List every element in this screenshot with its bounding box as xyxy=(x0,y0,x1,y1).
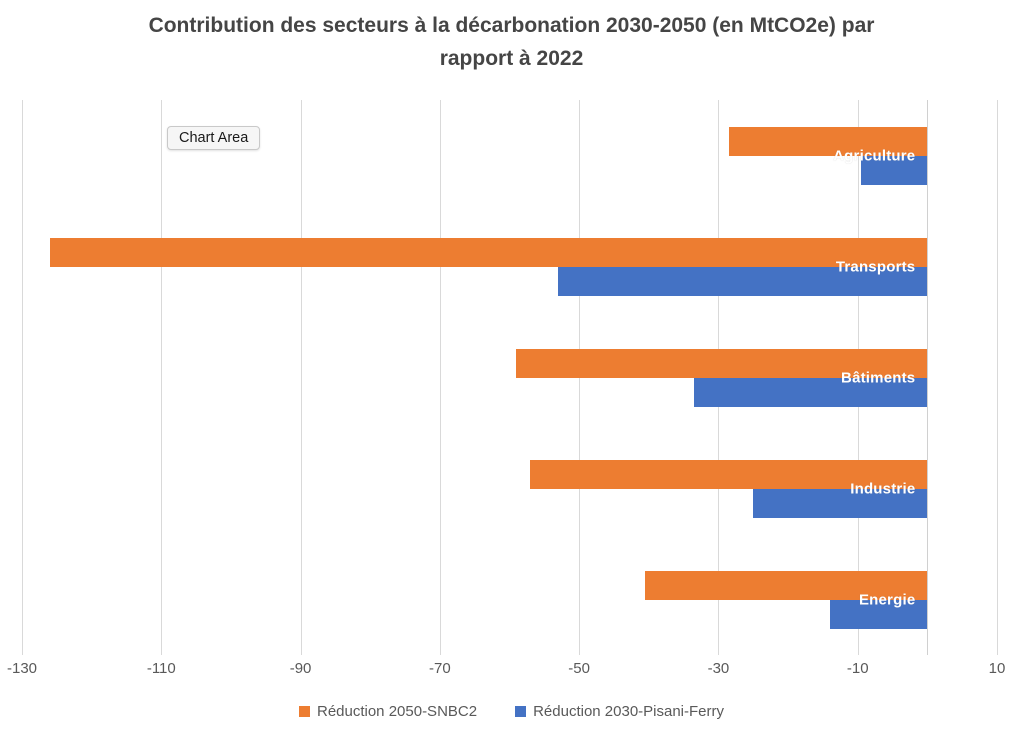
gridline-10 xyxy=(997,100,998,655)
gridline--90 xyxy=(300,100,302,655)
category-label-b-timents: Bâtiments xyxy=(841,369,916,386)
gridline--70 xyxy=(439,100,441,655)
legend-swatch-icon xyxy=(515,706,527,717)
category-label-agriculture: Agriculture xyxy=(833,147,916,164)
chart-area-tooltip: Chart Area xyxy=(167,126,261,150)
zero-axis-line xyxy=(927,100,929,655)
x-tick-label-10: 10 xyxy=(988,660,1006,677)
bar-r-duction-2050-snbc2-transports[interactable] xyxy=(49,237,928,267)
x-tick-label--10: -10 xyxy=(846,660,869,677)
bar-r-duction-2050-snbc2-b-timents[interactable] xyxy=(516,348,928,378)
category-label-energie: Energie xyxy=(858,591,916,608)
x-tick-label--130: -130 xyxy=(6,660,38,677)
bar-r-duction-2050-snbc2-energie[interactable] xyxy=(645,570,928,600)
bar-r-duction-2030-pisani-ferry-transports[interactable] xyxy=(558,266,928,296)
bar-r-duction-2030-pisani-ferry-industrie[interactable] xyxy=(753,488,928,518)
gridline--50 xyxy=(579,100,581,655)
gridline--110 xyxy=(161,100,163,655)
x-tick-label--70: -70 xyxy=(429,660,451,677)
bar-r-duction-2050-snbc2-industrie[interactable] xyxy=(530,459,928,489)
x-tick-label--90: -90 xyxy=(289,660,312,677)
x-tick-label--110: -110 xyxy=(146,660,176,677)
category-label-transports: Transports xyxy=(835,258,916,275)
gridline--130 xyxy=(22,100,23,655)
legend-item-r-duction-2030-pisani-ferry[interactable]: Réduction 2030-Pisani-Ferry xyxy=(515,703,724,720)
bar-r-duction-2050-snbc2-agriculture[interactable] xyxy=(728,126,928,156)
bar-r-duction-2030-pisani-ferry-energie[interactable] xyxy=(829,599,928,629)
x-tick-label--50: -50 xyxy=(568,660,590,677)
legend-item-r-duction-2050-snbc2[interactable]: Réduction 2050-SNBC2 xyxy=(298,703,478,720)
bar-r-duction-2030-pisani-ferry-b-timents[interactable] xyxy=(694,377,928,407)
category-label-industrie: Industrie xyxy=(850,480,916,497)
bar-r-duction-2030-pisani-ferry-agriculture[interactable] xyxy=(860,155,928,185)
chart-title: Contribution des secteurs à la décarbona… xyxy=(148,14,875,70)
legend-swatch-icon xyxy=(298,706,310,717)
legend-label: Réduction 2030-Pisani-Ferry xyxy=(533,703,724,720)
legend: Réduction 2050-SNBC2 Réduction 2030-Pisan… xyxy=(0,703,1023,720)
x-tick-label--30: -30 xyxy=(707,660,730,677)
legend-label: Réduction 2050-SNBC2 xyxy=(316,703,478,720)
plot-area[interactable]: Agriculture Transports Bâtiments Industrie E… xyxy=(22,100,998,655)
x-axis: -130 -110 -90 -70 -50 -30 -10 10 xyxy=(0,660,1023,680)
